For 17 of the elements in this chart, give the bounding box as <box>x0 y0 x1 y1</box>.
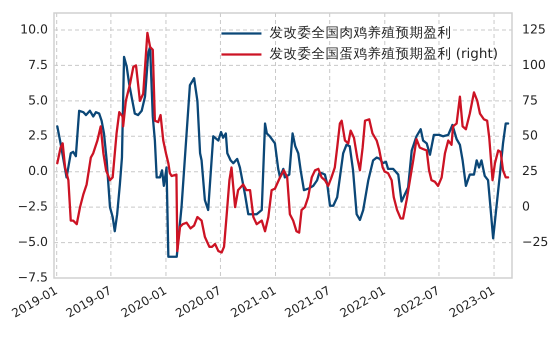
y-tick-label: −7.5 <box>18 269 48 284</box>
y-tick-label: 5.0 <box>28 92 48 108</box>
y2-tick-label: −25 <box>522 234 548 249</box>
y-tick-label: 7.5 <box>28 56 48 72</box>
legend-label: 发改委全国蛋鸡养殖预期盈利 (right) <box>269 46 498 62</box>
y-tick-label: 2.5 <box>28 128 48 143</box>
y2-tick-label: 100 <box>522 56 546 72</box>
y-tick-label: −5.0 <box>18 234 48 249</box>
y2-tick-label: 50 <box>522 128 538 143</box>
y2-tick-label: 75 <box>522 92 538 108</box>
y-tick-label: 10.0 <box>20 21 48 36</box>
y-tick-label: 0.0 <box>28 163 48 178</box>
y2-tick-label: 0 <box>522 198 530 214</box>
legend-label: 发改委全国肉鸡养殖预期盈利 <box>269 25 452 42</box>
y2-tick-label: 25 <box>522 163 538 178</box>
y2-tick-label: 125 <box>522 21 546 36</box>
y-tick-label: −2.5 <box>18 198 48 214</box>
